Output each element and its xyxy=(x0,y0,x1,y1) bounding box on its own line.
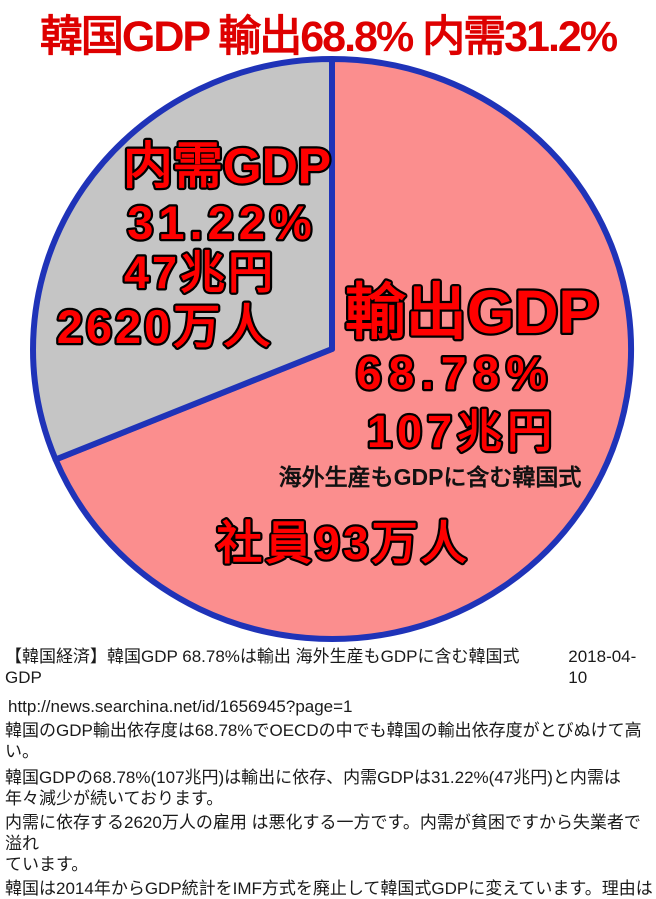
article-text-block: 【韓国経済】韓国GDP 68.78%は輸出 海外生産もGDPに含む韓国式GDP … xyxy=(5,646,653,899)
export-slice-amount: 107兆円 xyxy=(367,406,557,457)
article-line: 韓国GDPの68.78%(107兆円)は輸出に依存、内需GDPは31.22%(4… xyxy=(5,768,621,787)
article-line: 年々減少が続いております。 xyxy=(5,789,224,808)
export-slice-percent: 68.78% xyxy=(356,347,554,399)
domestic-slice-percent: 31.22% xyxy=(127,196,316,249)
export-slice-note: 海外生産もGDPに含む韓国式 xyxy=(279,464,582,490)
article-date: 2018-04-10 xyxy=(568,647,637,687)
export-slice-title: 輸出GDP xyxy=(345,278,599,346)
domestic-slice-people: 2620万人 xyxy=(57,300,274,353)
article-line: 内需に依存する2620万人の雇用 は悪化する一方です。内需が貧困ですから失業者で… xyxy=(5,813,641,853)
article-url: http://news.searchina.net/id/1656945?pag… xyxy=(8,697,353,716)
pie-chart: 内需GDP 31.22% 47兆円 2620万人 輸出GDP 68.78% 10… xyxy=(30,56,635,642)
article-line: 韓国のGDP輸出依存度は68.78%でOECDの中でも韓国の輸出依存度がとびぬけ… xyxy=(5,721,642,761)
domestic-slice-amount: 47兆円 xyxy=(124,247,276,298)
pie-slice-domestic xyxy=(30,56,335,463)
article-headline: 【韓国経済】韓国GDP 68.78%は輸出 海外生産もGDPに含む韓国式GDP xyxy=(5,647,520,687)
page-title: 韓国GDP 輸出68.8% 内需31.2% xyxy=(39,13,618,61)
article-line: 韓国は2014年からGDP統計をIMF方式を廃止して韓国式GDPに変えています。… xyxy=(5,879,653,898)
domestic-slice-title: 内需GDP xyxy=(123,138,331,194)
pie-slice-export xyxy=(52,56,635,642)
article-line: ています。 xyxy=(5,855,89,874)
article-headline-row: 【韓国経済】韓国GDP 68.78%は輸出 海外生産もGDPに含む韓国式GDP … xyxy=(5,646,653,688)
export-slice-people: 社員93万人 xyxy=(216,517,469,569)
